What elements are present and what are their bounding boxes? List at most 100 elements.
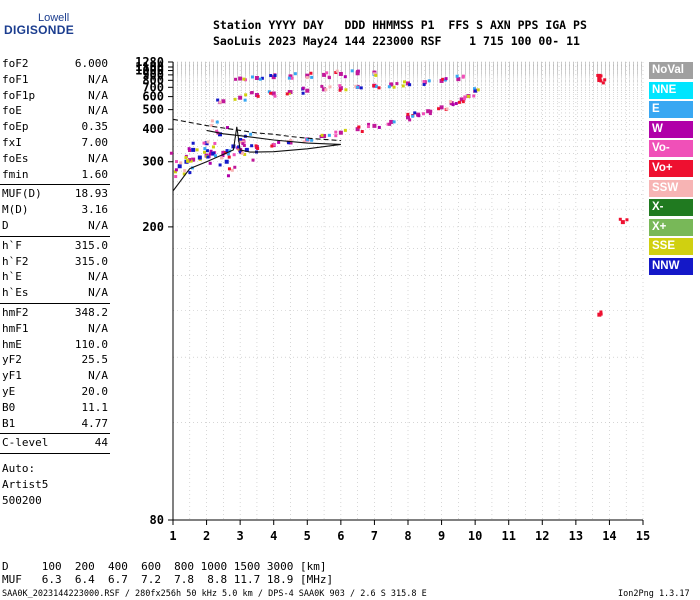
legend-entry: SSE	[649, 238, 693, 256]
data-point	[355, 71, 360, 76]
data-point	[226, 174, 230, 178]
data-point	[377, 86, 381, 90]
data-point	[422, 80, 426, 84]
data-point	[441, 77, 445, 81]
param-row: h`F 315.0	[2, 239, 108, 255]
data-point	[191, 147, 196, 152]
param-name: foEs	[2, 151, 29, 165]
footer-muf-row: MUF 6.3 6.4 6.7 7.2 7.8 8.8 11.7 18.9 [M…	[2, 573, 334, 586]
data-point	[174, 175, 178, 179]
param-value: 25.5	[81, 353, 109, 367]
data-point	[221, 154, 225, 158]
data-point	[421, 112, 425, 116]
data-point	[355, 70, 359, 74]
data-point	[238, 150, 242, 154]
param-value: N/A	[88, 369, 108, 383]
data-point	[473, 87, 477, 91]
data-point	[233, 165, 237, 169]
data-point	[417, 114, 421, 118]
data-point	[270, 144, 274, 148]
data-point	[401, 84, 405, 88]
data-point	[179, 161, 183, 165]
data-point	[189, 159, 193, 163]
data-point	[169, 151, 173, 155]
param-value: N/A	[88, 286, 108, 300]
param-row: B1 4.77	[2, 417, 108, 433]
data-point	[260, 76, 264, 80]
data-point	[426, 109, 431, 114]
header-line-1: Station YYYY DAY DDD HHMMSS P1 FFS S AXN…	[213, 18, 587, 32]
data-point	[599, 74, 603, 78]
param-row: h`E N/A	[2, 270, 108, 286]
data-point	[232, 153, 236, 157]
data-point	[454, 102, 458, 106]
x-tick-label: 14	[602, 529, 616, 543]
data-point	[302, 140, 306, 144]
data-point	[244, 78, 248, 82]
data-point	[254, 75, 259, 80]
data-point	[243, 98, 247, 102]
legend-entry: Vo+	[649, 160, 693, 177]
data-point	[301, 91, 305, 95]
x-tick-label: 2	[203, 529, 210, 543]
param-row: hmF2 348.2	[2, 306, 108, 322]
data-point	[472, 94, 476, 98]
data-point	[601, 81, 605, 85]
data-point	[334, 134, 338, 138]
param-row: foE N/A	[2, 104, 108, 120]
param-row: yF2 25.5	[2, 353, 108, 369]
data-point	[301, 86, 305, 90]
param-row: fxI 7.00	[2, 136, 108, 152]
x-tick-label: 15	[636, 529, 650, 543]
data-point	[241, 151, 245, 155]
panel-separator	[0, 453, 110, 455]
data-point	[206, 140, 210, 144]
data-point	[459, 97, 464, 102]
data-point	[357, 125, 361, 129]
data-point	[244, 93, 248, 97]
param-name: D	[2, 219, 9, 232]
data-point	[350, 69, 354, 73]
data-point	[206, 155, 210, 159]
param-name: yF2	[2, 353, 22, 367]
data-point	[221, 99, 226, 104]
param-value: 44	[94, 436, 108, 450]
param-name: foEp	[2, 120, 29, 134]
data-point	[238, 140, 242, 144]
param-name: B1	[2, 416, 16, 430]
data-point	[227, 167, 231, 171]
data-point	[374, 73, 378, 77]
legend-entry: Vo-	[649, 140, 693, 158]
data-point	[273, 94, 277, 98]
param-row: foF1p N/A	[2, 89, 108, 105]
y-tick-label: 1100	[135, 60, 164, 74]
data-point	[305, 73, 310, 78]
data-point	[208, 161, 212, 165]
data-point	[322, 72, 327, 77]
data-point	[597, 312, 602, 317]
data-point	[618, 217, 622, 221]
data-point	[182, 172, 186, 176]
x-tick-label: 4	[270, 529, 277, 543]
data-point	[463, 95, 467, 99]
data-point	[211, 151, 216, 156]
param-value: 0.35	[81, 120, 109, 134]
data-point	[210, 123, 214, 127]
data-point	[205, 149, 209, 153]
param-value: N/A	[88, 104, 108, 118]
y-tick-label: 500	[142, 103, 164, 117]
data-point	[411, 114, 415, 118]
data-point	[211, 145, 215, 149]
data-point	[324, 88, 328, 92]
data-point	[267, 90, 271, 94]
data-point	[325, 71, 329, 75]
param-value: 18.93	[74, 187, 108, 201]
param-name: fxI	[2, 136, 22, 149]
data-point	[215, 120, 219, 124]
legend-entry: E	[649, 101, 693, 119]
param-row: B0 11.1	[2, 401, 108, 417]
data-point	[439, 105, 444, 110]
data-point	[226, 152, 230, 156]
x-tick-label: 13	[569, 529, 583, 543]
data-point	[269, 91, 273, 95]
